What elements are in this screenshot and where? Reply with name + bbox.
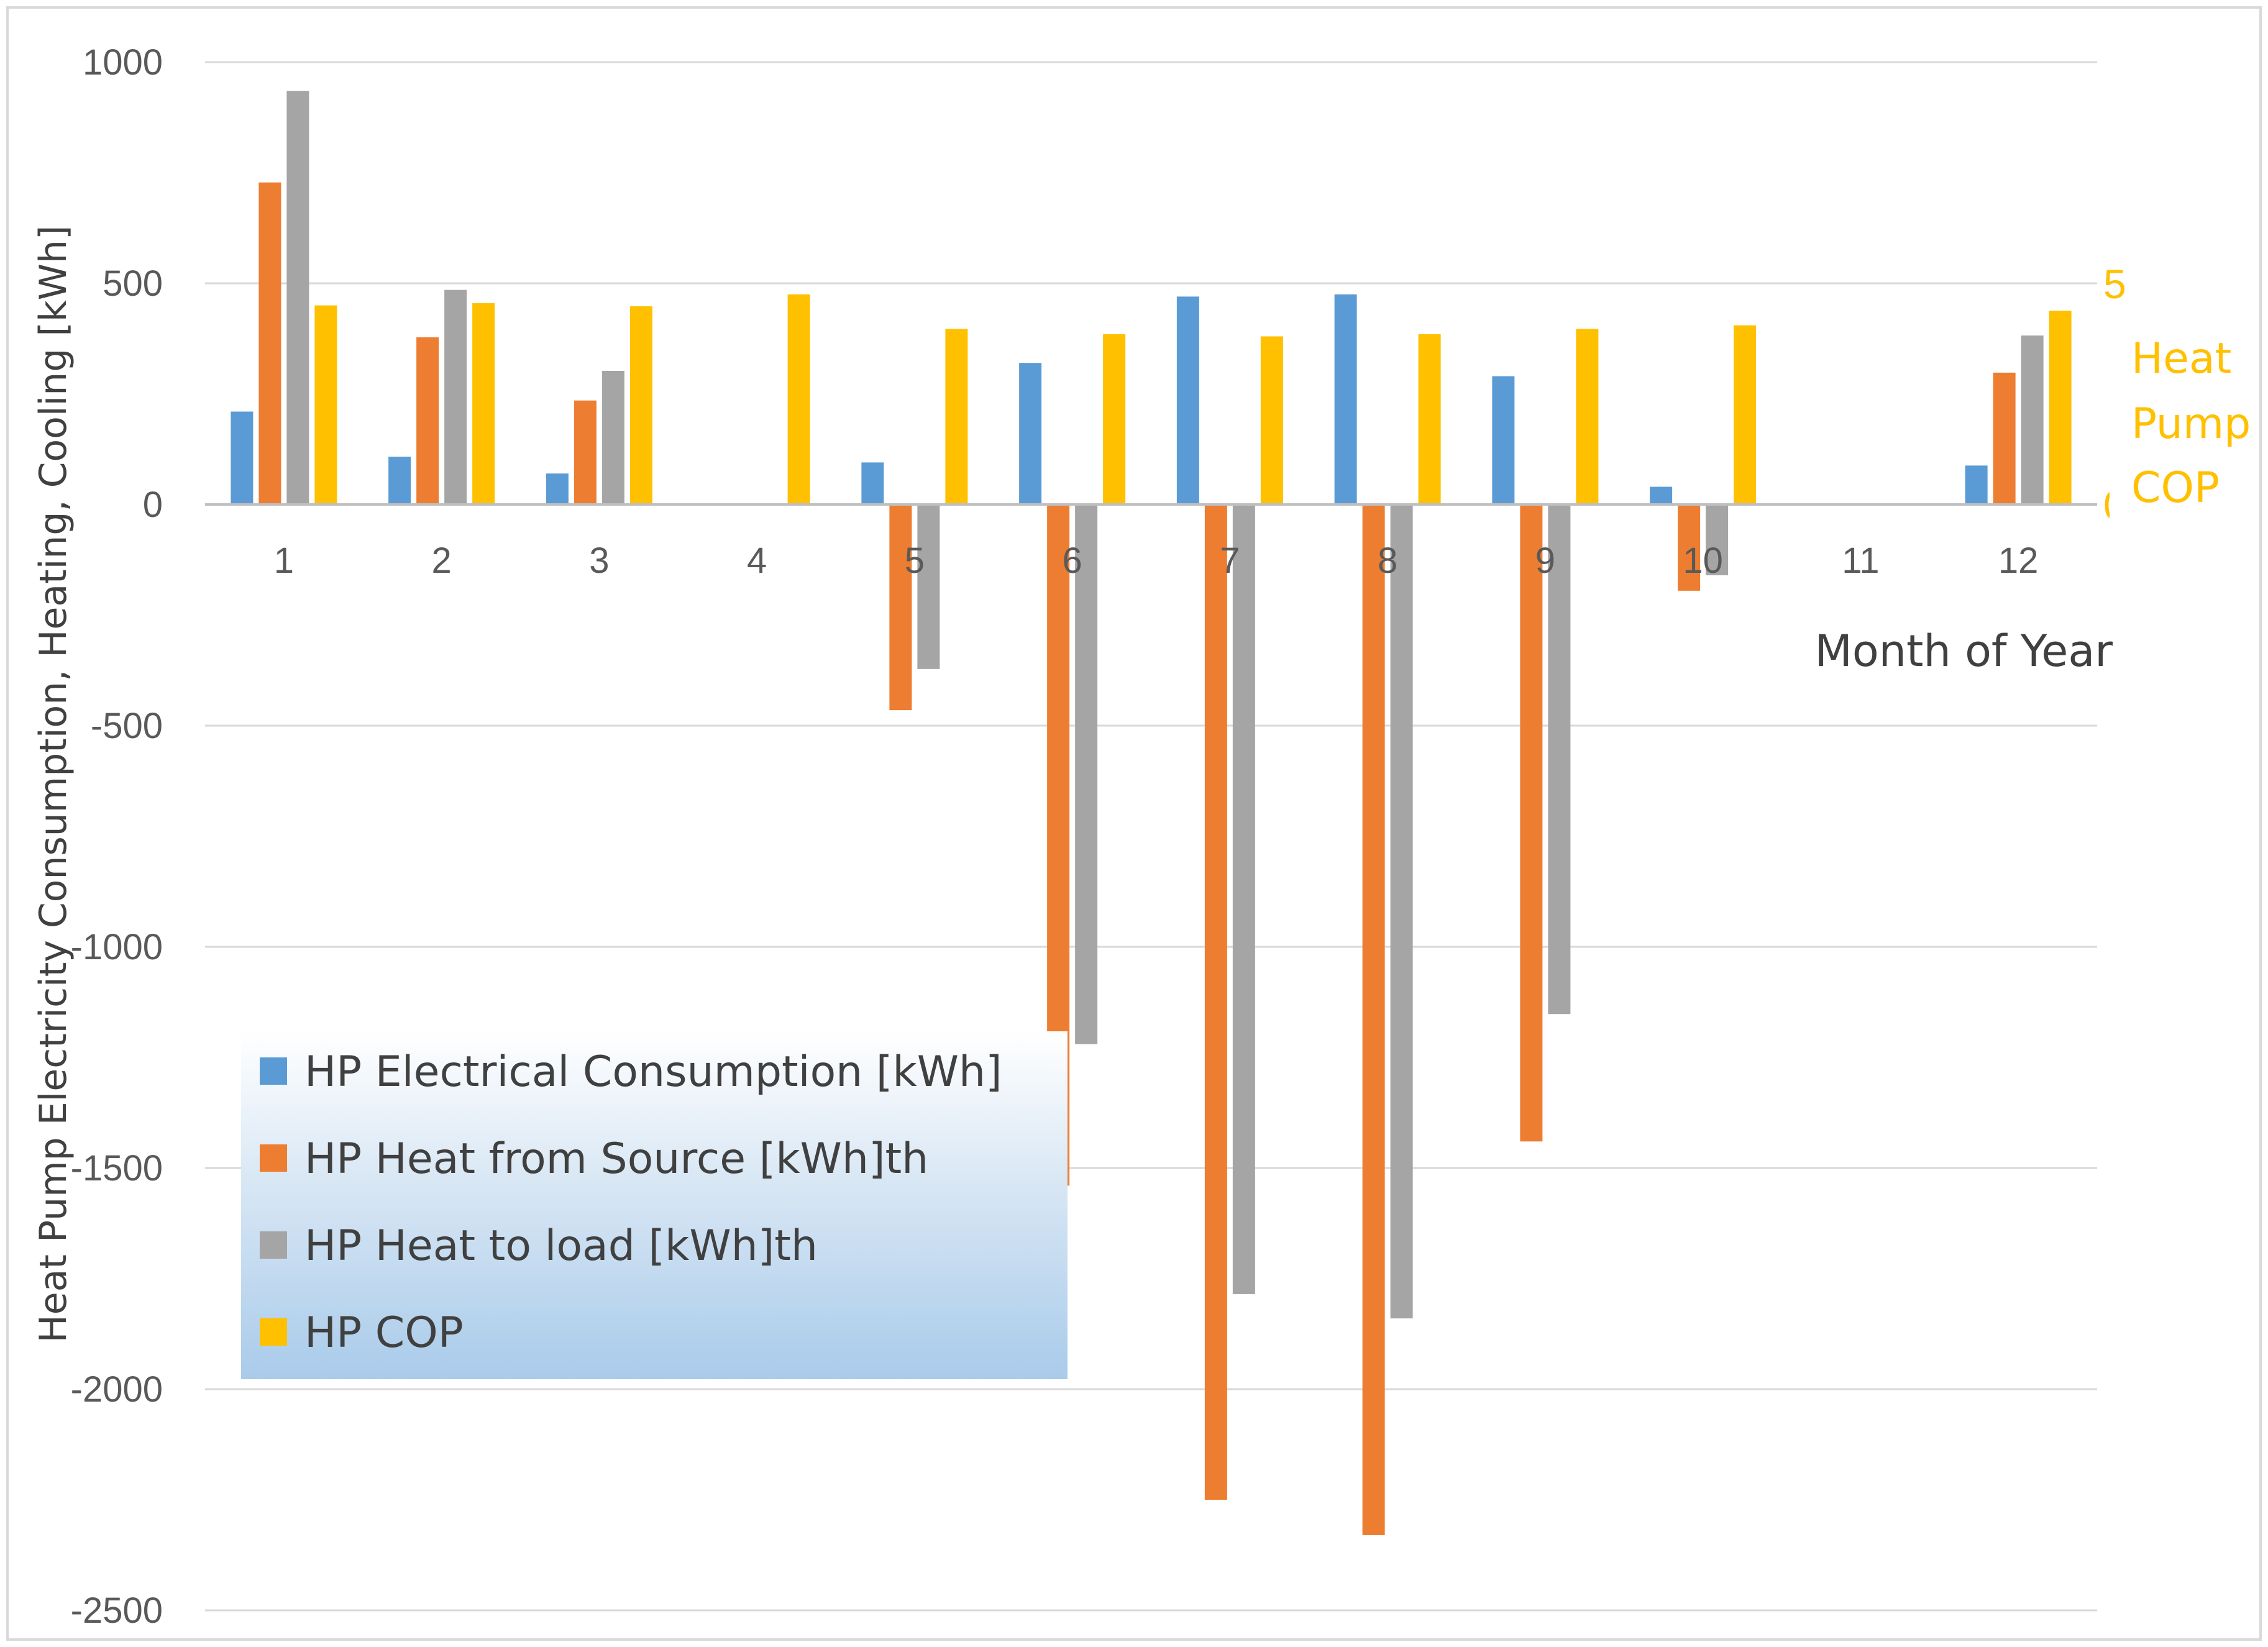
x-tick-label-3: 3 (589, 541, 609, 581)
bar-s2-m2 (444, 290, 467, 504)
y-tick-label-7: -2500 (71, 1590, 163, 1631)
bar-s0-m12 (1965, 465, 1988, 504)
legend-label-electrical: HP Electrical Consumption [kWh] (304, 1047, 1002, 1097)
legend-swatch-heat-from-source (260, 1144, 287, 1172)
y2-axis-title-line-1: Heat (2131, 334, 2231, 383)
bar-s1-m2 (416, 337, 439, 504)
bar-s1-m3 (574, 400, 597, 504)
x-tick-label-12: 12 (1998, 541, 2039, 581)
y-tick-label-4: -1000 (71, 927, 163, 967)
y-tick-label-0: 1000 (83, 42, 163, 83)
legend-label-heat-from-source: HP Heat from Source [kWh]th (304, 1134, 928, 1184)
bar-s0-m7 (1176, 296, 1199, 504)
bar-s1-m7 (1204, 504, 1227, 1500)
bar-s3-m10 (1734, 325, 1757, 504)
bar-s0-m10 (1650, 486, 1673, 504)
y-tick-label-6: -2000 (71, 1369, 163, 1410)
bar-s1-m10 (1678, 504, 1701, 591)
bar-s0-m3 (546, 473, 569, 504)
legend-item-heat-from-source[interactable]: HP Heat from Source [kWh]th (260, 1134, 928, 1184)
y-axis-title: Heat Pump Electricity Consumption, Heati… (32, 226, 75, 1343)
x-tick-label-2: 2 (431, 541, 451, 581)
y-axis-ticks: 1000 500 0 -500 -1000 -1500 -2000 -2500 (71, 42, 163, 1631)
bar-s3-m4 (787, 294, 810, 504)
bar-s3-m3 (629, 306, 652, 504)
legend-swatch-heat-to-load (260, 1231, 287, 1259)
x-tick-label-6: 6 (1062, 541, 1082, 581)
x-tick-label-11: 11 (1842, 541, 1879, 581)
bar-s0-m5 (861, 462, 884, 504)
x-tick-label-10: 10 (1683, 541, 1723, 581)
bar-s1-m1 (258, 182, 281, 504)
x-axis-title: Month of Year (1814, 626, 2113, 677)
x-tick-label-5: 5 (905, 541, 925, 581)
y2-tick-label-1: 5 (2103, 261, 2126, 307)
legend-label-cop: HP COP (304, 1308, 464, 1357)
bar-s0-m8 (1334, 294, 1357, 504)
bar-s1-m8 (1362, 504, 1385, 1535)
bars (231, 91, 2072, 1535)
bar-s2-m6 (1075, 504, 1098, 1044)
bar-s2-m12 (2021, 335, 2044, 504)
legend-swatch-cop (260, 1318, 287, 1346)
legend: HP Electrical Consumption [kWh] HP Heat … (241, 1031, 1068, 1379)
x-tick-label-4: 4 (747, 541, 767, 581)
bar-s2-m3 (601, 370, 624, 504)
y-tick-label-2: 0 (143, 485, 163, 525)
x-axis-ticks: 1 2 3 4 5 6 7 8 9 10 11 12 (274, 541, 2039, 581)
bar-s2-m10 (1706, 504, 1729, 575)
bar-s2-m5 (917, 504, 940, 669)
bar-s3-m2 (472, 303, 495, 504)
x-tick-label-9: 9 (1535, 541, 1555, 581)
x-tick-label-7: 7 (1220, 541, 1240, 581)
bar-s2-m8 (1390, 504, 1413, 1319)
y-tick-label-5: -1500 (71, 1148, 163, 1188)
x-tick-label-1: 1 (274, 541, 294, 581)
bar-s0-m6 (1019, 363, 1042, 504)
bar-s0-m2 (388, 457, 411, 504)
bar-s3-m7 (1260, 336, 1283, 504)
legend-item-electrical[interactable]: HP Electrical Consumption [kWh] (260, 1047, 1002, 1097)
y-tick-label-3: -500 (91, 706, 163, 746)
bar-s1-m9 (1520, 504, 1543, 1142)
bar-s1-m12 (1993, 372, 2016, 504)
y2-axis-title-line-2: Pump (2131, 399, 2251, 449)
bar-s2-m7 (1232, 504, 1255, 1294)
legend-item-heat-to-load[interactable]: HP Heat to load [kWh]th (260, 1221, 818, 1271)
y2-axis-title-line-3: COP (2131, 463, 2220, 513)
chart-border (6, 6, 2262, 1641)
bar-s3-m12 (2049, 311, 2072, 504)
legend-swatch-electrical (260, 1057, 287, 1085)
bar-s3-m6 (1103, 334, 1126, 504)
bar-s1-m5 (889, 504, 912, 711)
bar-s2-m1 (286, 91, 309, 504)
legend-item-cop[interactable]: HP COP (260, 1308, 464, 1357)
x-tick-label-8: 8 (1378, 541, 1397, 581)
bar-s0-m9 (1492, 376, 1515, 504)
bar-s0-m1 (231, 411, 254, 504)
bar-s2-m9 (1548, 504, 1571, 1015)
legend-background (241, 1031, 1068, 1379)
y-tick-label-1: 500 (103, 263, 163, 304)
bar-s3-m8 (1418, 334, 1441, 504)
legend-label-heat-to-load: HP Heat to load [kWh]th (304, 1221, 818, 1271)
bar-s3-m1 (314, 305, 337, 504)
bar-s3-m9 (1576, 329, 1599, 504)
y2-axis-title-background (2110, 314, 2259, 544)
bar-s3-m5 (945, 329, 968, 504)
